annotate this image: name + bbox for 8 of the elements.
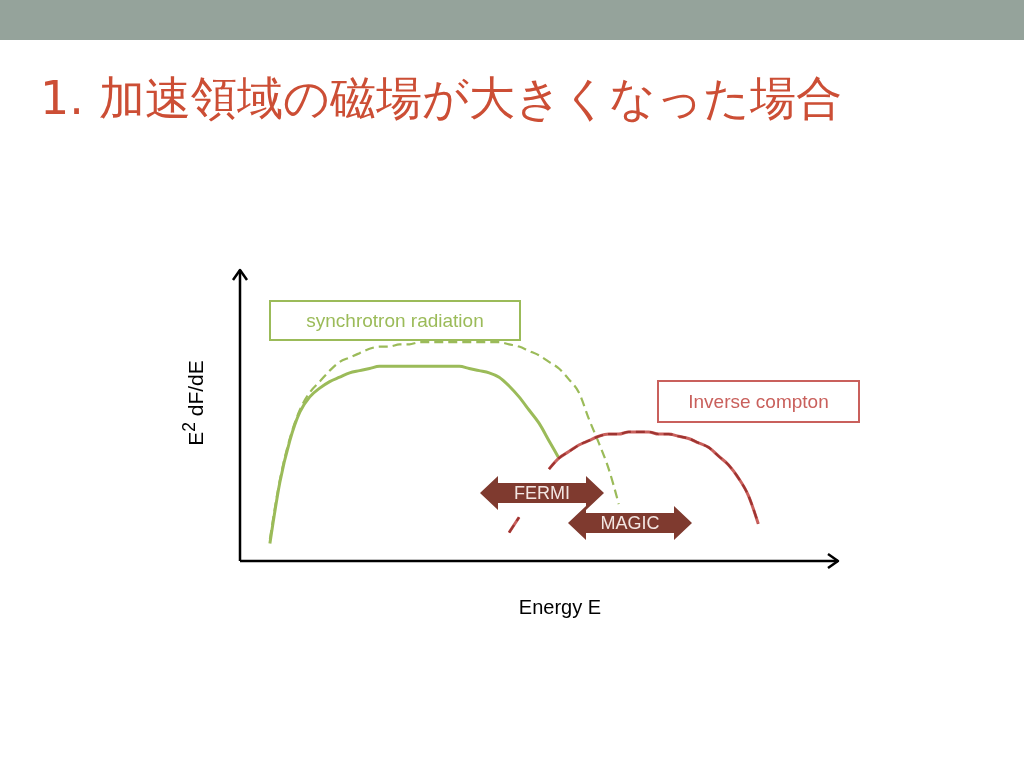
series-label: Inverse compton bbox=[688, 390, 829, 413]
double-headed-arrow: FERMI bbox=[480, 476, 604, 510]
double-headed-arrow: MAGIC bbox=[568, 506, 692, 540]
annotation: MAGIC bbox=[600, 513, 660, 533]
text: synchrotron radiation bbox=[306, 309, 484, 332]
annotation: FERMI bbox=[514, 483, 570, 503]
x-axis-title: Energy E bbox=[518, 596, 602, 619]
chart-title: 1. 加速領域の磁場が大きくなった場合 bbox=[40, 70, 842, 127]
